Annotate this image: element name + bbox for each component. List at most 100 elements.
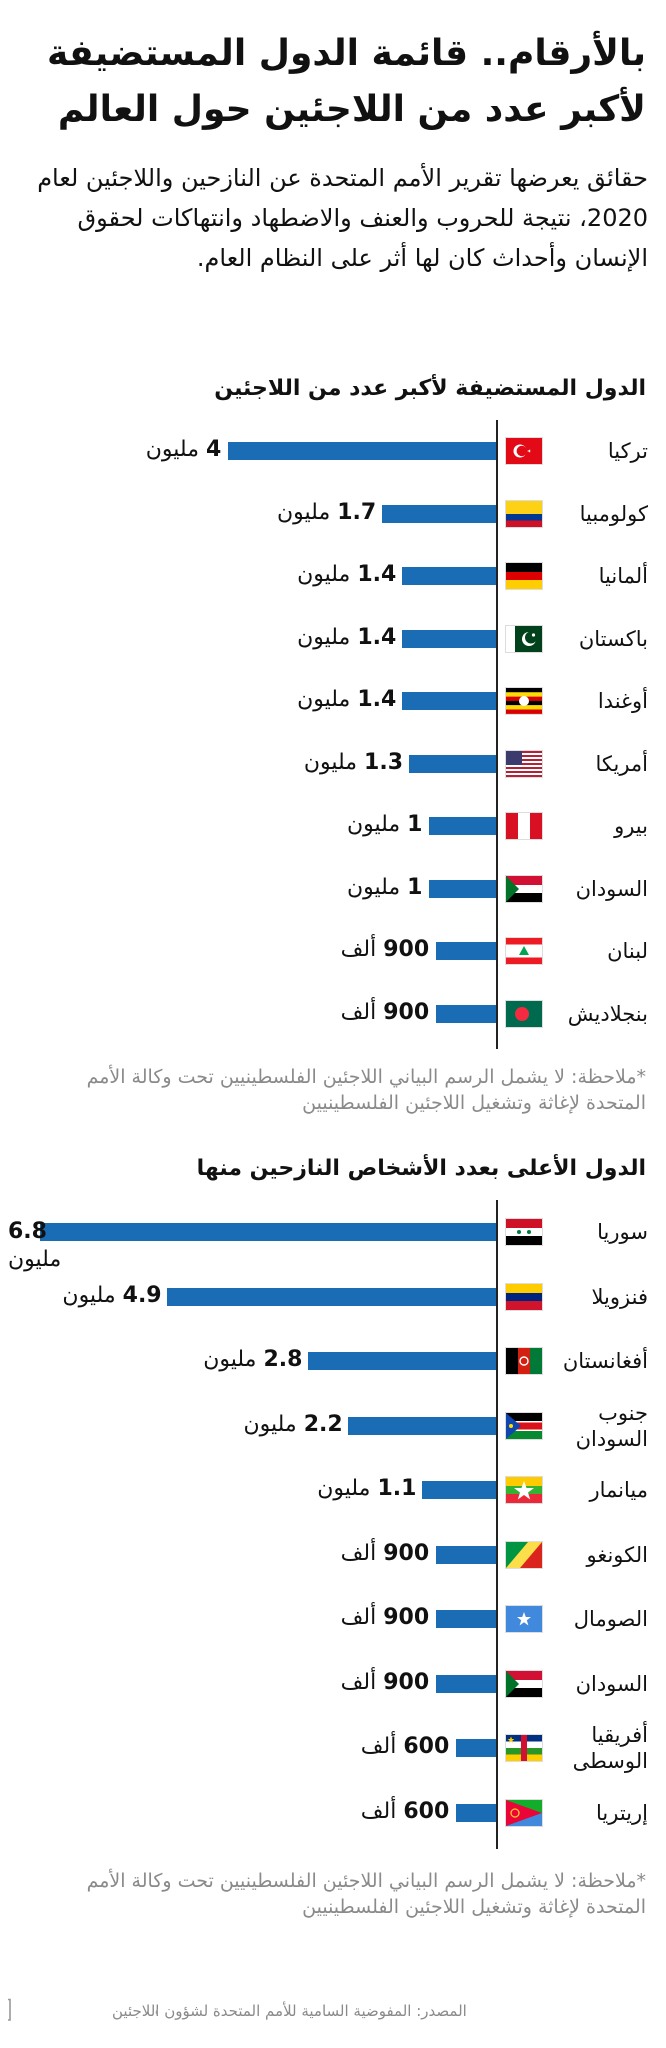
category-label: ميانمار: [589, 1478, 648, 1503]
value-number: 900: [383, 1605, 430, 1631]
central-african-republic-flag: [506, 1735, 542, 1762]
category-label: أفغانستان: [562, 1349, 648, 1374]
value-unit: ألف: [340, 1540, 377, 1566]
bar: [348, 1416, 496, 1435]
value-number: 4: [205, 437, 222, 463]
value-number: 900: [383, 1669, 430, 1695]
bar: [435, 1674, 496, 1693]
value-label: 900 ألف: [341, 1000, 430, 1025]
category-label: جنوب السودان: [575, 1400, 648, 1451]
value-unit: مليون: [346, 812, 401, 838]
category-label: باكستان: [578, 626, 648, 651]
category-label: لبنان: [607, 939, 648, 964]
category-label: السودان: [575, 876, 648, 901]
axis-line: [496, 420, 498, 1049]
category-label: الصومال: [573, 1607, 648, 1632]
value-unit: مليون: [297, 687, 351, 713]
eritrea-flag: [506, 1799, 542, 1826]
value-number: 1.7: [337, 499, 377, 525]
bar: [435, 1545, 496, 1564]
bar: [382, 504, 496, 523]
syria-flag: [506, 1219, 542, 1246]
value-unit: مليون: [243, 1411, 297, 1437]
value-unit: ألف: [360, 1734, 397, 1760]
value-unit: مليون: [8, 1247, 62, 1273]
origin-countries-chart: سوريا 6.8 مليون فنزويلا 4.9 مليون أفغانستان 2…: [0, 1200, 666, 1855]
value-label: 1.3 مليون: [304, 750, 403, 775]
sudan-flag: [506, 875, 542, 902]
value-number: 1.4: [357, 562, 397, 588]
bar: [402, 692, 496, 711]
value-unit: مليون: [62, 1282, 116, 1308]
lebanon-flag: [506, 938, 542, 965]
value-label: 1.4 مليون: [297, 687, 396, 712]
bar: [435, 1004, 496, 1023]
bar: [40, 1223, 496, 1242]
congo-flag: [506, 1541, 542, 1568]
bar: [455, 1739, 496, 1758]
value-number: 2.2: [303, 1411, 343, 1437]
bar: [428, 817, 496, 836]
somalia-flag: [506, 1606, 542, 1633]
chart2-note: *ملاحظة: لا يشمل الرسم البياني اللاجئين …: [86, 1870, 646, 1918]
value-label: 900 ألف: [341, 1670, 430, 1695]
value-label: 600 ألف: [361, 1734, 450, 1759]
bar: [408, 754, 496, 773]
value-label: 4 مليون: [146, 437, 222, 462]
value-unit: ألف: [360, 1798, 397, 1824]
bar: [435, 1610, 496, 1629]
svg-text:بالعربية: بالعربية: [154, 1993, 158, 2023]
value-unit: مليون: [145, 437, 199, 463]
value-number: 1.3: [364, 749, 404, 775]
category-label: ألمانيا: [598, 564, 648, 589]
usa-flag: [506, 750, 542, 777]
bar: [435, 942, 496, 961]
value-number: 600: [403, 1798, 450, 1824]
value-number: 900: [383, 999, 430, 1025]
category-label: تركيا: [607, 439, 648, 464]
category-label: فنزويلا: [591, 1284, 648, 1309]
value-label: 1.4 مليون: [297, 625, 396, 650]
south-sudan-flag: [506, 1412, 542, 1439]
value-label: 4.9 مليون: [62, 1283, 161, 1308]
value-unit: مليون: [303, 749, 358, 775]
category-label: سوريا: [597, 1220, 648, 1245]
value-unit: مليون: [203, 1347, 257, 1373]
bar: [402, 629, 496, 648]
value-unit: ألف: [340, 937, 377, 963]
value-unit: ألف: [340, 1605, 377, 1631]
value-label: 1 مليون: [347, 875, 423, 900]
value-label: 900 ألف: [341, 937, 430, 962]
myanmar-flag: [506, 1477, 542, 1504]
bar: [402, 567, 496, 586]
bar: [422, 1481, 496, 1500]
value-label: 1.4 مليون: [297, 562, 396, 587]
chart1-note: *ملاحظة: لا يشمل الرسم البياني اللاجئين …: [86, 1066, 646, 1114]
bar: [227, 442, 496, 461]
value-number: 1: [407, 812, 423, 838]
category-label: أوغندا: [597, 689, 648, 714]
value-number: 900: [383, 1540, 430, 1566]
turkey-flag: [506, 438, 542, 465]
category-label: بنجلاديش: [567, 1001, 648, 1026]
value-number: 1.4: [357, 624, 397, 650]
value-label: 600 ألف: [361, 1799, 450, 1824]
bar: [308, 1352, 496, 1371]
value-label: 6.8 مليون: [8, 1218, 88, 1274]
category-label: أمريكا: [595, 751, 648, 776]
venezuela-flag: [506, 1283, 542, 1310]
page-title: بالأرقام.. قائمة الدول المستضيفة لأكبر ع…: [46, 33, 646, 130]
colombia-flag: [506, 500, 542, 527]
value-number: 6.8: [8, 1219, 47, 1245]
chart2-title: الدول الأعلى بعدد الأشخاص النازحين منها: [196, 1156, 646, 1181]
category-label: كولومبيا: [579, 501, 648, 526]
value-number: 900: [383, 937, 430, 963]
category-label: إريتريا: [596, 1800, 648, 1825]
value-label: 900 ألف: [341, 1541, 430, 1566]
afghanistan-flag: [506, 1348, 542, 1375]
category-label: أفريقيا الوسطى: [572, 1723, 648, 1774]
value-unit: مليون: [277, 499, 331, 525]
value-unit: مليون: [346, 874, 401, 900]
value-label: 1 مليون: [347, 812, 423, 837]
value-number: 600: [403, 1734, 450, 1760]
